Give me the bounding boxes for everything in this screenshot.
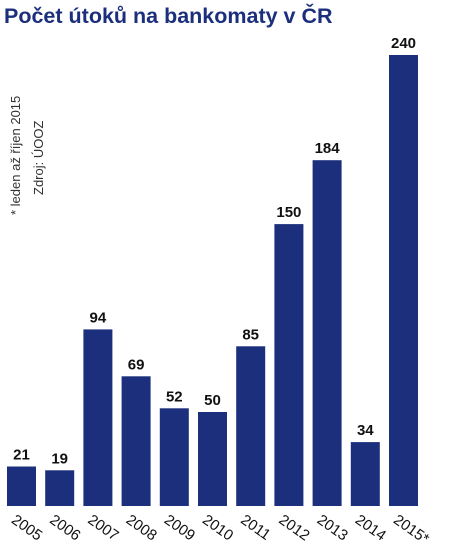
bar-2015 — [389, 55, 418, 506]
value-label-2009: 52 — [166, 388, 183, 405]
value-labels-group: 21 19 94 69 52 50 85 150 184 34 240 — [13, 35, 416, 467]
x-tick-label-2010: 2010 — [199, 511, 236, 544]
x-tick-label-2013: 2013 — [314, 511, 351, 544]
bar-2012 — [274, 224, 304, 506]
bar-2014 — [350, 442, 380, 506]
bar-2007 — [83, 329, 113, 506]
bar-2009 — [159, 408, 189, 506]
value-label-2008: 69 — [128, 356, 145, 373]
x-axis-ticks: 2005 2006 2007 2008 2009 2010 2011 2012 2013 2014… — [8, 511, 432, 548]
value-label-2012: 150 — [276, 204, 301, 221]
chart-title: Počet útoků na bankomaty v ČR — [4, 3, 333, 28]
x-tick-label-2009: 2009 — [161, 511, 198, 544]
bar-2010 — [198, 412, 227, 506]
value-label-2006: 19 — [51, 450, 68, 467]
value-label-2007: 94 — [90, 309, 107, 326]
x-tick-label-2007: 2007 — [85, 511, 122, 544]
x-tick-label-2011: 2011 — [237, 511, 273, 543]
value-label-2014: 34 — [357, 422, 374, 439]
bar-2006 — [45, 470, 75, 506]
x-tick-label-2005: 2005 — [8, 511, 45, 544]
bar-2011 — [236, 346, 266, 506]
x-tick-label-2008: 2008 — [123, 511, 160, 544]
bar-2005 — [7, 466, 36, 506]
value-label-2015: 240 — [391, 35, 416, 52]
x-tick-label-2014: 2014 — [352, 511, 389, 544]
value-label-2010: 50 — [204, 392, 221, 409]
chart-source: Zdroj: ÚOOZ — [31, 121, 46, 195]
bar-2013 — [312, 160, 342, 506]
bar-2008 — [121, 376, 151, 506]
x-tick-label-2012: 2012 — [276, 511, 313, 544]
chart-subtitle: * leden až říjen 2015 — [8, 96, 23, 215]
bars-group — [7, 55, 418, 506]
value-label-2013: 184 — [315, 140, 341, 157]
x-tick-label-2006: 2006 — [46, 511, 83, 544]
value-label-2005: 21 — [13, 447, 30, 464]
value-label-2011: 85 — [242, 326, 259, 343]
x-tick-label-2015: 2015* — [390, 511, 432, 548]
